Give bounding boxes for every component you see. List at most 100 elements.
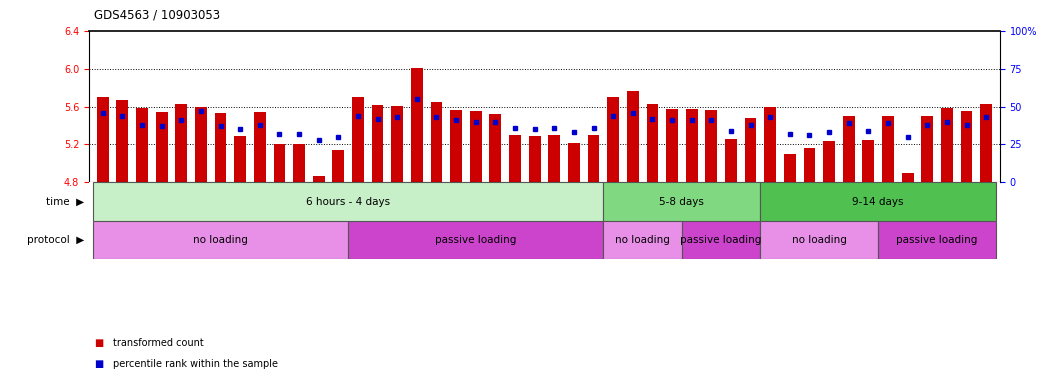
Text: GSM930485: GSM930485 bbox=[630, 186, 636, 228]
Text: GSM930502: GSM930502 bbox=[512, 186, 518, 228]
Bar bbox=[725, 139, 737, 182]
Bar bbox=[917, 185, 937, 254]
Text: GSM930484: GSM930484 bbox=[610, 186, 616, 228]
Bar bbox=[313, 176, 325, 182]
Bar bbox=[93, 185, 113, 254]
Bar bbox=[195, 106, 206, 182]
Bar bbox=[603, 221, 682, 259]
Text: percentile rank within the sample: percentile rank within the sample bbox=[113, 359, 279, 369]
Bar bbox=[466, 185, 486, 254]
Bar bbox=[505, 185, 525, 254]
Text: GSM930488: GSM930488 bbox=[767, 186, 773, 229]
Bar bbox=[427, 185, 446, 254]
Text: GSM930505: GSM930505 bbox=[571, 186, 577, 228]
Text: GSM930493: GSM930493 bbox=[866, 186, 871, 229]
Bar bbox=[352, 97, 363, 182]
Bar bbox=[293, 144, 305, 182]
Bar bbox=[701, 185, 721, 254]
Bar bbox=[897, 185, 917, 254]
Bar bbox=[367, 185, 387, 254]
Bar bbox=[93, 221, 348, 259]
Text: 9-14 days: 9-14 days bbox=[852, 197, 904, 207]
Bar bbox=[682, 221, 760, 259]
Bar bbox=[980, 104, 992, 182]
Text: GSM930507: GSM930507 bbox=[689, 186, 694, 229]
Bar bbox=[863, 140, 874, 182]
Text: GSM930492: GSM930492 bbox=[846, 186, 851, 228]
Bar bbox=[937, 185, 957, 254]
Bar bbox=[549, 135, 560, 182]
Bar bbox=[839, 185, 859, 254]
Bar bbox=[329, 185, 348, 254]
Bar bbox=[172, 185, 191, 254]
Text: GSM930494: GSM930494 bbox=[355, 186, 361, 228]
Bar bbox=[273, 144, 285, 182]
Text: GSM930478: GSM930478 bbox=[238, 186, 243, 229]
Text: GSM930496: GSM930496 bbox=[395, 186, 400, 229]
Bar bbox=[348, 185, 367, 254]
Bar bbox=[976, 185, 996, 254]
Bar bbox=[647, 104, 659, 182]
Bar bbox=[583, 185, 603, 254]
Bar bbox=[941, 108, 953, 182]
Text: GSM930504: GSM930504 bbox=[552, 186, 557, 228]
Text: GSM930513: GSM930513 bbox=[925, 186, 930, 229]
Text: GSM930489: GSM930489 bbox=[787, 186, 793, 229]
Bar bbox=[587, 135, 599, 182]
Bar bbox=[819, 185, 839, 254]
Text: time  ▶: time ▶ bbox=[46, 197, 84, 207]
Bar bbox=[764, 106, 776, 182]
Bar bbox=[529, 136, 540, 182]
Bar bbox=[132, 185, 152, 254]
Bar bbox=[93, 182, 603, 221]
Bar bbox=[348, 221, 603, 259]
Text: GSM930509: GSM930509 bbox=[728, 186, 734, 229]
Bar bbox=[721, 185, 740, 254]
Bar bbox=[603, 185, 623, 254]
Bar bbox=[760, 185, 780, 254]
Bar bbox=[740, 185, 760, 254]
Bar bbox=[760, 221, 878, 259]
Text: GSM930475: GSM930475 bbox=[178, 186, 184, 228]
Text: GSM930500: GSM930500 bbox=[473, 186, 478, 229]
Text: GSM930473: GSM930473 bbox=[139, 186, 144, 229]
Bar bbox=[446, 185, 466, 254]
Text: GSM930498: GSM930498 bbox=[433, 186, 440, 229]
Bar bbox=[210, 185, 230, 254]
Bar bbox=[666, 109, 678, 182]
Text: GSM930508: GSM930508 bbox=[709, 186, 714, 229]
Bar bbox=[156, 112, 168, 182]
Bar bbox=[603, 182, 760, 221]
Text: no loading: no loading bbox=[616, 235, 670, 245]
Bar bbox=[682, 185, 701, 254]
Text: GSM930486: GSM930486 bbox=[649, 186, 655, 229]
Text: 6 hours - 4 days: 6 hours - 4 days bbox=[306, 197, 391, 207]
Bar bbox=[176, 104, 187, 182]
Bar bbox=[509, 135, 520, 182]
Bar bbox=[470, 111, 482, 182]
Text: GSM930515: GSM930515 bbox=[963, 186, 970, 228]
Bar bbox=[309, 185, 329, 254]
Text: 5-8 days: 5-8 days bbox=[660, 197, 705, 207]
Bar bbox=[607, 97, 619, 182]
Text: GSM930514: GSM930514 bbox=[944, 186, 950, 228]
Bar bbox=[430, 102, 442, 182]
Bar bbox=[332, 150, 344, 182]
Bar bbox=[662, 185, 682, 254]
Bar bbox=[486, 185, 505, 254]
Bar bbox=[784, 154, 796, 182]
Bar bbox=[960, 111, 973, 182]
Bar bbox=[878, 221, 996, 259]
Text: GSM930471: GSM930471 bbox=[99, 186, 106, 229]
Text: ■: ■ bbox=[94, 359, 104, 369]
Text: GSM930490: GSM930490 bbox=[806, 186, 812, 229]
Text: passive loading: passive loading bbox=[436, 235, 516, 245]
Bar bbox=[152, 185, 172, 254]
Text: GSM930491: GSM930491 bbox=[826, 186, 832, 229]
Text: GSM930495: GSM930495 bbox=[375, 186, 380, 228]
Bar bbox=[235, 136, 246, 182]
Text: GSM930483: GSM930483 bbox=[335, 186, 341, 229]
Bar bbox=[113, 185, 132, 254]
Text: GSM930510: GSM930510 bbox=[748, 186, 754, 229]
Text: protocol  ▶: protocol ▶ bbox=[26, 235, 84, 245]
